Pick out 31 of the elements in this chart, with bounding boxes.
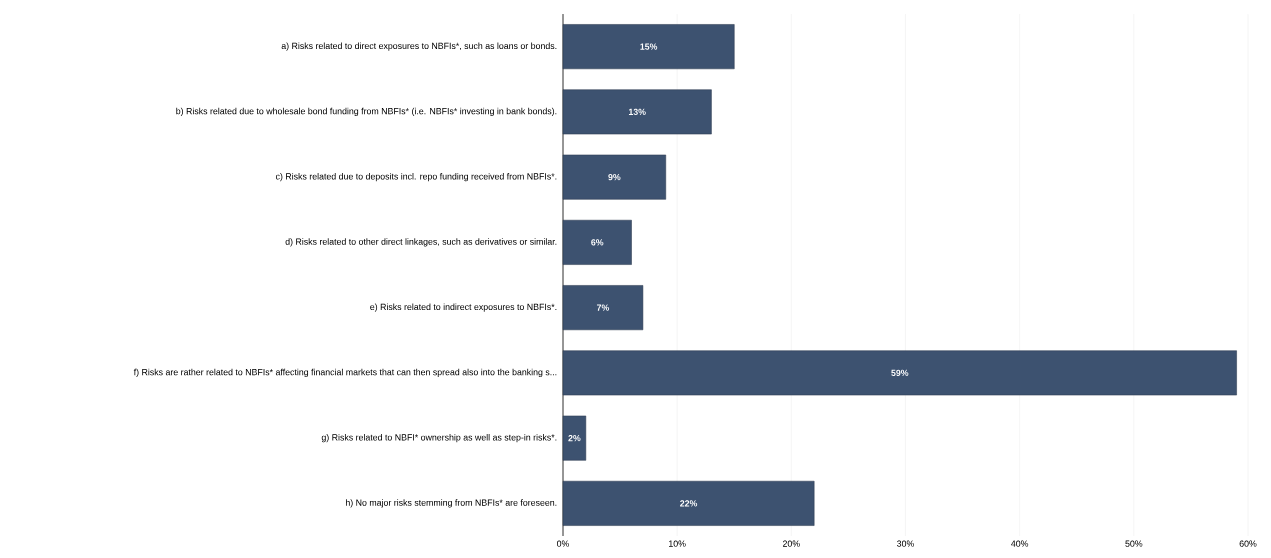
- y-tick-label: e) Risks related to indirect exposures to NBFIs*.: [370, 303, 557, 312]
- x-tick-label: 40%: [1011, 540, 1029, 547]
- data-label: 6%: [591, 239, 604, 246]
- data-label: 2%: [568, 435, 581, 442]
- x-tick-label: 20%: [782, 540, 800, 547]
- x-tick-label: 50%: [1125, 540, 1143, 547]
- y-tick-label: a) Risks related to direct exposures to NBFIs*, such as loans or bonds.: [281, 42, 557, 51]
- data-label: 7%: [596, 304, 610, 311]
- data-label: 15%: [640, 43, 658, 50]
- data-label: 59%: [891, 369, 909, 376]
- bar: [562, 89, 712, 135]
- y-tick-label: c) Risks related due to deposits incl. repo funding received from NBFIs*.: [275, 173, 557, 182]
- x-tick-label: 0%: [556, 540, 570, 547]
- y-tick-label: d) Risks related to other direct linkages, such as derivatives or similar.: [285, 238, 557, 247]
- x-tick-label: 30%: [897, 540, 914, 547]
- data-label: 9%: [608, 174, 621, 181]
- bar: [562, 350, 1237, 396]
- bar: [562, 154, 667, 200]
- bar: [562, 24, 735, 70]
- y-tick-label: b) Risks related due to wholesale bond funding from NBFIs* (i.e. NBFIs* investing in bank bonds).: [176, 107, 557, 116]
- y-tick-label: f) Risks are rather related to NBFIs* affecting financial markets that can then spread also into the banking s...: [133, 368, 557, 377]
- bar: [562, 285, 644, 331]
- bar: [562, 415, 587, 461]
- data-label: 22%: [680, 500, 698, 507]
- y-tick-label: g) Risks related to NBFI* ownership as well as step-in risks*.: [321, 434, 557, 443]
- bar: [562, 219, 632, 265]
- bar: [562, 480, 815, 526]
- x-tick-label: 60%: [1239, 540, 1257, 547]
- data-label: 13%: [628, 108, 646, 116]
- x-tick-label: 10%: [669, 540, 686, 547]
- y-tick-label: h) No major risks stemming from NBFIs* are foreseen.: [345, 499, 557, 508]
